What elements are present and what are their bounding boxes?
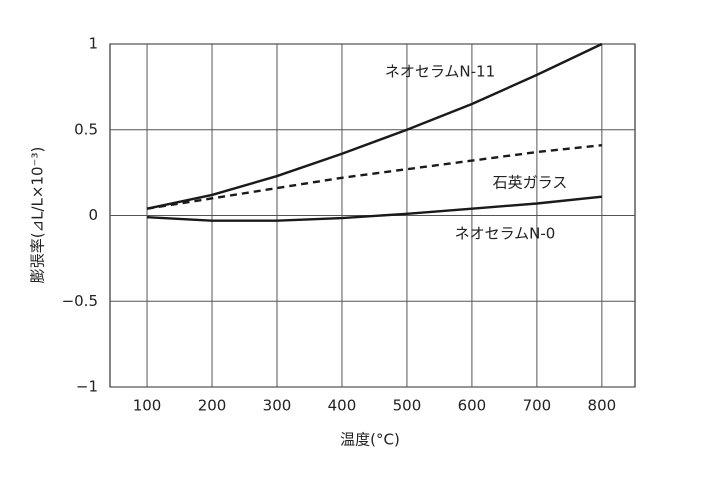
series-label: ネオセラムN-11: [385, 63, 495, 81]
y-tick-label: −0.5: [62, 292, 98, 310]
y-tick-label: −1: [76, 378, 98, 396]
x-tick-label: 100: [133, 397, 162, 415]
x-axis-label: 温度(°C): [340, 431, 400, 449]
x-tick-label: 700: [523, 397, 552, 415]
series-label: 石英ガラス: [493, 174, 568, 192]
y-axis-label: 膨張率(⊿L/L×10⁻³): [29, 147, 47, 284]
series-label: ネオセラムN-0: [455, 225, 556, 243]
series-line: [146, 195, 602, 222]
x-tick-label: 300: [263, 397, 292, 415]
y-tick-label: 0: [88, 206, 98, 224]
series-line: [146, 42, 603, 210]
x-tick-label: 400: [328, 397, 357, 415]
x-tick-label: 200: [198, 397, 227, 415]
x-tick-label: 600: [458, 397, 487, 415]
y-tick-label: 1: [88, 35, 98, 53]
x-tick-label: 800: [588, 397, 617, 415]
x-tick-label: 500: [393, 397, 422, 415]
y-tick-label: 0.5: [74, 120, 98, 138]
series-line: [146, 143, 602, 210]
